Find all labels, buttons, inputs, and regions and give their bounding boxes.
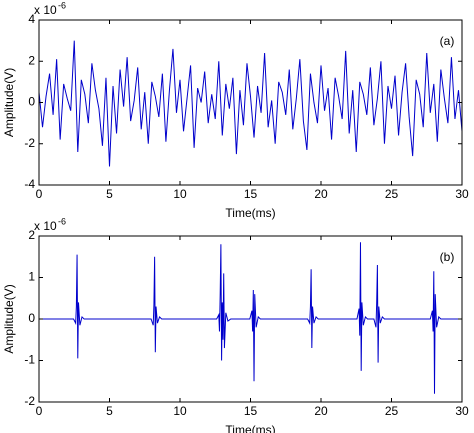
x-tick-label: 25 [385, 404, 399, 418]
y-tick-label: 0 [28, 95, 35, 109]
x-tick-label: 0 [36, 404, 43, 418]
scale-label: x 10 [34, 3, 57, 17]
x-tick-label: 30 [455, 187, 469, 201]
x-tick-label: 15 [244, 404, 258, 418]
x-tick-label: 20 [314, 187, 328, 201]
x-tick-label: 0 [36, 187, 43, 201]
x-axis-label: Time(ms) [225, 423, 275, 433]
axes-box [38, 19, 463, 186]
y-axis-label: Amplitude(V) [2, 284, 16, 353]
x-tick-label: 25 [385, 187, 399, 201]
y-tick-label: 2 [28, 228, 35, 242]
y-tick-label: -2 [24, 394, 35, 408]
panel-annotation: (a) [440, 34, 455, 48]
y-tick-label: 4 [28, 12, 35, 26]
scale-label: x 10 [34, 219, 57, 233]
x-tick-label: 15 [244, 187, 258, 201]
y-tick-label: 0 [28, 311, 35, 325]
x-axis-label: Time(ms) [225, 206, 275, 220]
y-tick-label: -1 [24, 353, 35, 367]
y-tick-label: 2 [28, 53, 35, 67]
signal-line [39, 242, 462, 394]
x-tick-label: 30 [455, 404, 469, 418]
x-tick-label: 10 [173, 404, 187, 418]
signal-line [38, 40, 463, 167]
y-axis-label: Amplitude(V) [2, 68, 16, 137]
x-tick-label: 20 [314, 404, 328, 418]
y-tick-label: 1 [28, 270, 35, 284]
scale-exponent: -6 [58, 216, 66, 226]
y-tick-label: -4 [24, 177, 35, 191]
panel-annotation: (b) [440, 250, 455, 264]
x-tick-label: 5 [106, 187, 113, 201]
y-tick-label: -2 [24, 136, 35, 150]
x-tick-label: 10 [173, 187, 187, 201]
scale-exponent: -6 [58, 0, 66, 10]
x-tick-label: 5 [106, 404, 113, 418]
